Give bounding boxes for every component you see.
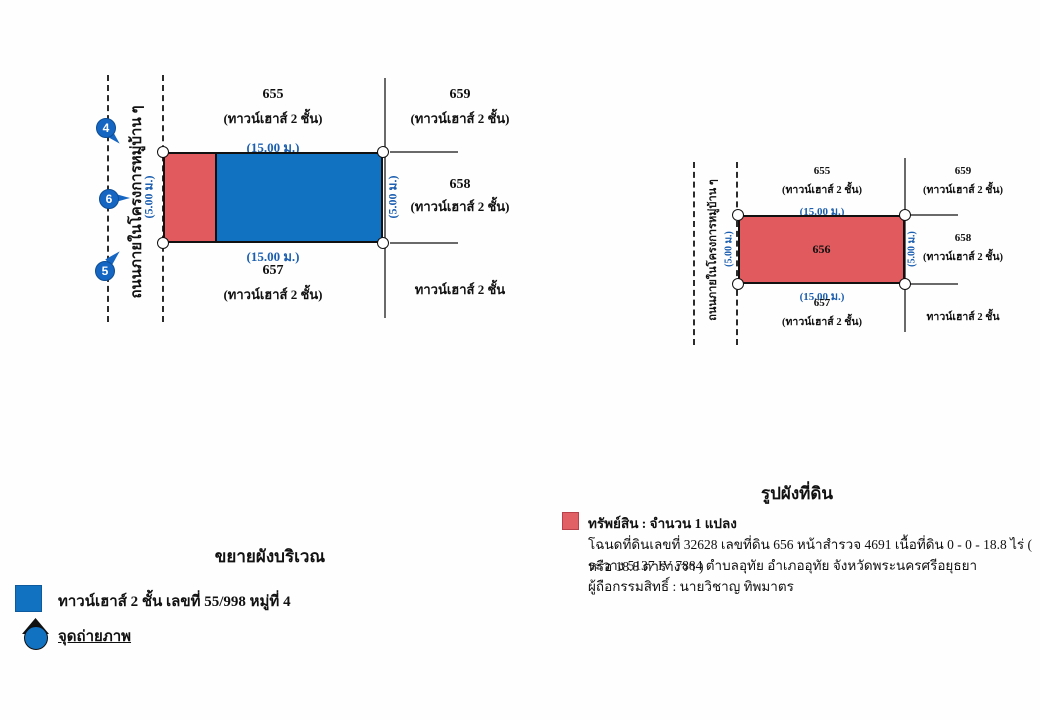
right-road-dashed-line-inner <box>736 162 738 345</box>
left-neighbor-bottomright-desc: ทาวน์เฮาส์ 2 ชั้น <box>414 282 506 297</box>
corner-node-icon <box>157 146 169 158</box>
right-neighbor-right-desc: (ทาวน์เฮาส์ 2 ชั้น) <box>923 252 1003 263</box>
right-dim-height-right: (5.00 ม.) <box>906 231 918 267</box>
left-dim-width-bottom: (15.00 ม.) <box>246 249 300 264</box>
left-plot-red-section <box>165 154 217 241</box>
right-plot-656-parcel: 656 <box>738 215 905 284</box>
photo-marker-6: 6 <box>99 189 119 209</box>
right-neighbor-bottom-desc: (ทาวน์เฮาส์ 2 ชั้น) <box>782 317 862 328</box>
left-plot-blue-townhouse-section <box>217 154 381 241</box>
left-dim-height-right: (5.00 ม.) <box>385 175 400 219</box>
left-neighbor-topright-desc: (ทาวน์เฮาส์ 2 ชั้น) <box>410 111 510 126</box>
townhouse-legend-label: ทาวน์เฮาส์ 2 ชั้น เลขที่ 55/998 หมู่ที่ … <box>58 594 291 610</box>
sheet-location-line: ระวาง 5137 IV 7884 ตำบลอุทัย อำเภออุทัย … <box>588 558 978 573</box>
right-road-dashed-line-outer <box>693 162 695 345</box>
left-neighbor-bottom-number: 657 <box>262 263 284 278</box>
photo-marker-5: 5 <box>95 261 115 281</box>
right-dim-width-bottom: (15.00 ม.) <box>799 291 845 303</box>
left-boundary-horizontal-line-bottom <box>390 242 458 244</box>
right-neighbor-top-number: 655 <box>813 165 831 177</box>
right-neighbor-bottom-number: 657 <box>813 297 831 309</box>
left-boundary-horizontal-line-top <box>390 151 458 153</box>
right-neighbor-topright-desc: (ทาวน์เฮาส์ 2 ชั้น) <box>923 185 1003 196</box>
right-neighbor-right-number: 658 <box>954 232 972 244</box>
corner-node-icon <box>732 209 744 221</box>
photo-arrow-6-icon <box>114 193 130 203</box>
right-plot-number: 656 <box>812 242 831 256</box>
corner-node-icon <box>377 237 389 249</box>
corner-node-icon <box>899 278 911 290</box>
left-neighbor-bottom-desc: (ทาวน์เฮาส์ 2 ชั้น) <box>223 287 323 302</box>
property-legend-swatch <box>562 512 579 530</box>
left-neighbor-right-number: 658 <box>449 177 471 192</box>
left-neighbor-top-desc: (ทาวน์เฮาส์ 2 ชั้น) <box>223 111 323 126</box>
corner-node-icon <box>732 278 744 290</box>
corner-node-icon <box>157 237 169 249</box>
right-neighbor-bottomright-desc: ทาวน์เฮาส์ 2 ชั้น <box>926 312 1000 323</box>
right-boundary-horizontal-line-top <box>910 214 958 216</box>
right-neighbor-topright-number: 659 <box>954 165 972 177</box>
left-legend-title: ขยายผังบริเวณ <box>214 547 326 566</box>
photo-marker-4: 4 <box>96 118 116 138</box>
left-neighbor-topright-number: 659 <box>449 87 471 102</box>
owner-line: ผู้ถือกรรมสิทธิ์ : นายวิชาญ ทิพมาตร <box>588 579 794 594</box>
left-plot-655-657-parcel <box>163 152 383 243</box>
townhouse-legend-swatch <box>15 585 42 612</box>
left-dim-height-left: (5.00 ม.) <box>141 175 156 219</box>
right-neighbor-top-desc: (ทาวน์เฮาส์ 2 ชั้น) <box>782 185 862 196</box>
corner-node-icon <box>899 209 911 221</box>
corner-node-icon <box>377 146 389 158</box>
left-neighbor-top-number: 655 <box>262 87 284 102</box>
left-boundary-vertical-line <box>384 78 386 318</box>
left-neighbor-right-desc: (ทาวน์เฮาส์ 2 ชั้น) <box>410 199 510 214</box>
photo-point-label: จุดถ่ายภาพ <box>58 629 132 645</box>
right-legend-title: รูปผังที่ดิน <box>760 484 834 503</box>
left-dim-width-top: (15.00 ม.) <box>246 140 300 155</box>
deed-info-line: โฉนดที่ดินเลขที่ 32628 เลขที่ดิน 656 หน้… <box>588 537 1033 574</box>
right-boundary-horizontal-line-bottom <box>910 283 958 285</box>
property-legend-label: ทรัพย์สิน : จำนวน 1 แปลง <box>588 516 737 531</box>
right-dim-height-left: (5.00 ม.) <box>723 231 735 267</box>
right-road-label: ถนนภายในโครงการหมู่บ้าน ๆ <box>707 179 719 321</box>
